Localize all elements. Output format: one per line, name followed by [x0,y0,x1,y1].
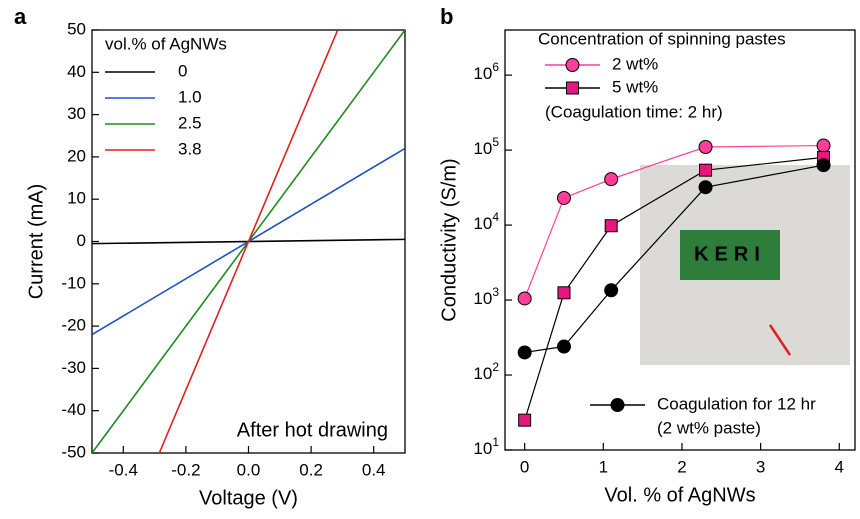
note: (Coagulation time: 2 hr) [545,102,723,121]
marker [604,172,619,187]
marker [816,158,831,173]
legend-label: Coagulation for 12 hr [657,394,816,413]
marker [604,219,618,233]
y-tick-base: 10 [473,365,492,384]
legend-title: Concentration of spinning pastes [538,29,786,48]
marker [816,138,831,153]
legend-label: 5 wt% [612,77,658,96]
y-tick-label: 50 [67,19,86,38]
panel-label: a [14,4,27,29]
y-tick-label: 104 [473,210,499,233]
marker [517,345,532,360]
y-tick-exp: 1 [492,435,499,449]
y-tick-base: 10 [473,215,492,234]
legend-label: 1.0 [178,87,202,106]
marker [518,413,532,427]
circuit-board [680,230,780,280]
y-tick-label: -50 [61,442,86,461]
series-line [158,30,339,453]
panel-label: b [440,4,453,29]
legend-title: vol.% of AgNWs [105,34,227,53]
y-tick-label: 103 [473,285,499,308]
legend-label: 2 wt% [612,54,658,73]
y-tick-exp: 2 [492,360,499,374]
x-tick-label: 4 [835,457,844,476]
note: (2 wt% paste) [657,418,761,437]
marker [566,81,579,95]
marker [698,180,713,195]
plot-frame [91,29,406,454]
y-tick-label: -20 [61,316,86,335]
legend-label: 0 [178,61,187,80]
marker [604,283,619,298]
x-tick-label: 2 [677,457,686,476]
marker [699,163,713,177]
x-tick-label: 0.2 [299,460,323,479]
legend-label: 3.8 [178,139,202,158]
y-tick-label: -40 [61,400,86,419]
marker [557,286,571,300]
y-tick-label: 102 [473,360,499,383]
x-tick-label: 1 [599,457,608,476]
marker [565,58,580,72]
y-tick-base: 10 [473,439,492,458]
y-tick-label: 106 [473,60,499,83]
x-axis-title: Voltage (V) [199,487,298,509]
x-axis-title: Vol. % of AgNWs [604,484,755,506]
y-tick-label: 30 [67,104,86,123]
x-tick-label: 0.4 [362,460,386,479]
y-tick-base: 10 [473,140,492,159]
marker [517,291,532,306]
plot-frame [504,29,856,451]
legend-label: 2.5 [178,113,202,132]
y-tick-exp: 5 [492,135,499,149]
marker [556,339,571,354]
y-tick-label: 10 [67,189,86,208]
x-tick-label: 0.0 [237,460,261,479]
x-tick-label: -0.4 [109,460,138,479]
y-axis-title: Conductivity (S/m) [438,158,460,321]
marker [610,398,625,412]
y-tick-label: -10 [61,273,86,292]
x-tick-label: 0 [520,457,529,476]
x-tick-label: 3 [756,457,765,476]
y-tick-label: 20 [67,146,86,165]
y-tick-label: -30 [61,358,86,377]
y-tick-exp: 4 [492,210,499,224]
annotation: After hot drawing [237,419,388,441]
y-axis-title: Current (mA) [25,184,47,300]
y-tick-label: 40 [67,62,86,81]
marker [556,190,571,205]
x-tick-label: -0.2 [171,460,200,479]
y-tick-base: 10 [473,65,492,84]
arrow [768,324,792,356]
y-tick-label: 0 [77,231,86,250]
inset-text: KERI [694,243,766,265]
marker [698,140,713,155]
y-tick-exp: 6 [492,60,499,74]
y-tick-label: 105 [473,135,499,158]
y-tick-base: 10 [473,290,492,309]
y-tick-exp: 3 [492,285,499,299]
y-tick-label: 101 [473,435,499,458]
